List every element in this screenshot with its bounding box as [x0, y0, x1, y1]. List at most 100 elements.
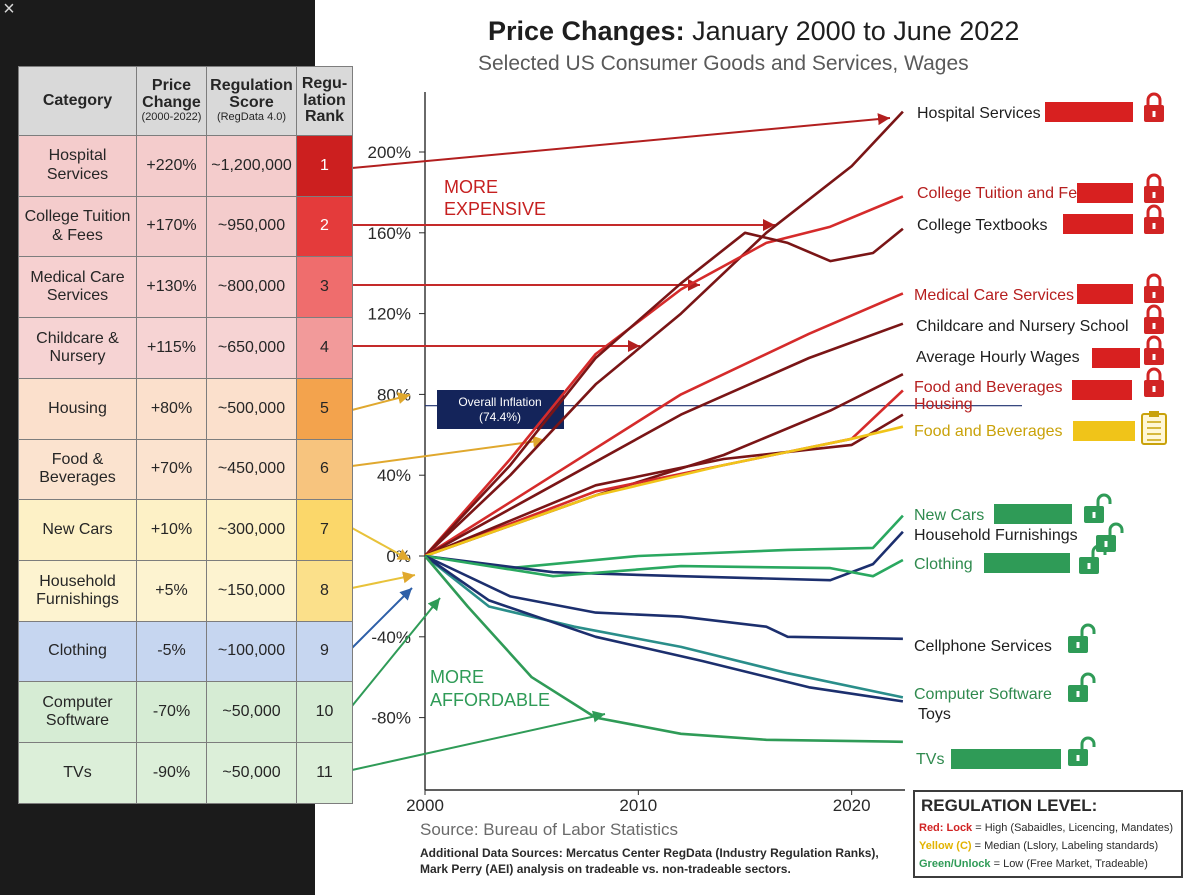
series-label: Medical Care Services	[914, 287, 1074, 304]
y-tick-label: 200%	[368, 143, 411, 162]
lock-icon	[1152, 223, 1156, 229]
zone-label-more-expensive: EXPENSIVE	[444, 199, 546, 219]
table-arrow	[351, 710, 606, 771]
regulation-rank-cell: 10	[296, 681, 353, 744]
table-header-cell: Category	[18, 66, 137, 136]
lock-icon	[1152, 386, 1156, 392]
series-label: Computer Software	[914, 686, 1052, 703]
table-header-row: Category Price Change (2000-2022) Regulatio…	[18, 66, 353, 136]
additional-sources: Additional Data Sources: Mercatus Center…	[420, 846, 879, 876]
regulation-rank-cell: 8	[296, 560, 353, 622]
regulation-bar	[1073, 421, 1135, 441]
category-cell: Childcare & Nursery	[18, 317, 137, 379]
series-label: Hospital Services	[917, 105, 1041, 122]
regulation-bar	[984, 553, 1070, 573]
series-label: Household Furnishings	[914, 527, 1078, 544]
regulation-score-cell: ~450,000	[206, 438, 297, 501]
legend-text: = High (Sabaidles, Licencing, Mandates)	[975, 822, 1174, 834]
table-row: New Cars +10% ~300,000 7	[18, 499, 353, 562]
price-change-cell: +170%	[136, 195, 207, 258]
series-line	[424, 554, 903, 641]
overall-inflation-value: (74.4%)	[479, 410, 521, 424]
regulation-score-cell: ~950,000	[206, 195, 297, 258]
series-label: Clothing	[914, 556, 973, 573]
series-line	[424, 554, 904, 699]
regulation-bar	[1077, 284, 1133, 304]
regulation-bar	[1072, 380, 1132, 400]
series-line	[424, 554, 904, 703]
overall-inflation-label: Overall Inflation	[458, 395, 541, 409]
legend-key: Red: Lock	[919, 822, 973, 834]
regulation-score-cell: ~1,200,000	[206, 135, 297, 197]
table-arrow	[351, 113, 891, 169]
price-change-cell: +80%	[136, 377, 207, 440]
unlock-icon	[1108, 522, 1124, 535]
table-header-cell: Regu-lation Rank	[296, 66, 353, 136]
lock-icon	[1152, 192, 1156, 198]
chart-subtitle: Selected US Consumer Goods and Services,…	[478, 52, 969, 75]
regulation-score-cell: ~150,000	[206, 560, 297, 622]
category-cell: Household Furnishings	[18, 560, 137, 622]
regulation-bar	[951, 749, 1061, 769]
close-icon[interactable]: ×	[3, 0, 15, 20]
lock-icon	[1152, 354, 1156, 360]
category-cell: Computer Software	[18, 681, 137, 744]
regulation-score-cell: ~650,000	[206, 317, 297, 379]
x-tick-label: 2000	[406, 796, 444, 815]
regulation-bar	[994, 504, 1072, 524]
category-cell: Medical Care Services	[18, 256, 137, 319]
legend-text: = Low (Free Market, Tradeable)	[993, 858, 1148, 870]
legend-row-medium: Yellow (C) = Median (Lslory, Labeling st…	[919, 840, 1158, 852]
regulation-score-cell: ~50,000	[206, 681, 297, 744]
series-label: Food and Beverages	[914, 379, 1063, 396]
series-line	[424, 227, 904, 557]
regulation-table: Category Price Change (2000-2022) Regulatio…	[18, 66, 353, 804]
header-sublabel: (RegData 4.0)	[216, 111, 287, 124]
y-tick-label: 40%	[377, 466, 411, 485]
series-line	[424, 413, 904, 558]
legend-text: = Median (Lslory, Labeling standards)	[974, 840, 1159, 852]
unlock-icon	[1087, 563, 1091, 569]
price-change-cell: +130%	[136, 256, 207, 319]
category-cell: Clothing	[18, 620, 137, 683]
regulation-score-cell: ~300,000	[206, 499, 297, 562]
lock-icon	[1146, 173, 1162, 186]
category-cell: TVs	[18, 742, 137, 804]
regulation-rank-cell: 3	[296, 256, 353, 319]
regulation-rank-cell: 11	[296, 742, 353, 804]
lock-icon	[1146, 335, 1162, 348]
series-line	[424, 322, 904, 558]
legend-title: REGULATION LEVEL:	[921, 796, 1098, 815]
y-tick-label: 160%	[368, 224, 411, 243]
lock-icon	[1152, 292, 1156, 298]
regulation-bar	[1077, 183, 1133, 203]
unlock-icon	[1080, 736, 1096, 749]
regulation-bar	[1045, 102, 1133, 122]
price-change-cell: +220%	[136, 135, 207, 197]
lock-icon	[1146, 204, 1162, 217]
table-header-cell: Regulation Score (RegData 4.0)	[206, 66, 297, 136]
regulation-rank-cell: 9	[296, 620, 353, 683]
unlock-icon	[1080, 623, 1096, 636]
regulation-bar	[1092, 348, 1140, 368]
legend-row-low: Green/Unlock = Low (Free Market, Tradeab…	[919, 858, 1148, 870]
table-arrow	[351, 597, 441, 707]
regulation-rank-cell: 1	[296, 135, 353, 197]
unlock-icon	[1076, 642, 1080, 648]
regulation-score-cell: ~100,000	[206, 620, 297, 683]
table-row: Clothing -5% ~100,000 9	[18, 620, 353, 683]
table-body: Hospital Services +220% ~1,200,000 1 College…	[18, 135, 353, 804]
legend-key: Yellow (C)	[919, 840, 972, 852]
regulation-score-cell: ~800,000	[206, 256, 297, 319]
unlock-icon	[1076, 755, 1080, 761]
chart-title-bold: Price Changes:	[488, 16, 685, 46]
table-arrow	[351, 587, 413, 649]
series-label: Food and Beverages	[914, 423, 1063, 440]
price-change-cell: +5%	[136, 560, 207, 622]
regulation-rank-cell: 6	[296, 438, 353, 501]
table-row: Housing +80% ~500,000 5	[18, 377, 353, 440]
header-sublabel: (2000-2022)	[141, 111, 202, 124]
series-line	[424, 554, 904, 578]
series-line	[424, 195, 904, 557]
table-row: Household Furnishings +5% ~150,000 8	[18, 560, 353, 622]
